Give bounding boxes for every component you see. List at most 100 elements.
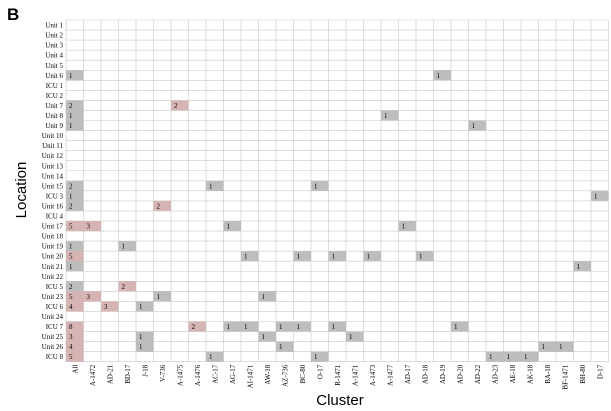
heatmap-cell [136,341,154,352]
heatmap-cell [66,331,84,342]
heatmap-cell [538,341,556,352]
cell-value-label: 1 [262,293,266,301]
heatmap-cell [346,331,364,342]
cell-value-label: 2 [69,182,73,190]
cell-value-label: 1 [262,333,266,341]
cell-value-label: 1 [384,112,388,120]
cell-value-label: 1 [524,353,528,361]
heatmap-cell [293,251,311,262]
heatmap-cell [136,331,154,342]
row-label: ICU 6 [46,303,64,311]
cell-value-label: 8 [69,323,73,331]
row-label: Unit 14 [42,172,64,180]
heatmap-cell [276,321,294,332]
heatmap-cell [328,251,346,262]
row-labels: Unit 1 Unit 2 Unit 3 Unit 4 Unit 5 Unit 6 ICU … [42,22,64,362]
cell-value-label: 1 [454,323,458,331]
cell-value-label: 2 [157,202,161,210]
row-label: Unit 1 [45,22,63,30]
row-label: Unit 3 [45,42,63,50]
column-label: O-17 [316,364,324,379]
column-label: A-1476 [194,364,202,386]
heatmap-cell [258,291,276,302]
cell-value-label: 1 [437,72,441,80]
cell-value-label: 3 [104,303,108,311]
cell-value-label: 1 [69,122,73,130]
cell-value-label: 1 [314,353,318,361]
row-label: Unit 12 [42,152,64,160]
heatmap-cell [66,180,84,191]
row-label: ICU 8 [46,353,64,361]
heatmap-cell [276,341,294,352]
column-label: BC-80 [299,364,307,383]
row-label: ICU 5 [46,283,64,291]
column-label: AD-22 [474,364,482,384]
heatmap-cell [573,261,591,272]
heatmap-cell [171,100,189,111]
row-label: Unit 22 [42,273,64,281]
cell-value-label: 5 [69,293,73,301]
heatmap-cell [433,70,451,81]
column-label: A-1472 [89,364,97,386]
column-label: A-1477 [386,364,394,386]
column-label: BA-18 [544,364,552,384]
heatmap-cell [83,291,101,302]
heatmap-cell [188,321,206,332]
cell-value-label: 1 [69,72,73,80]
cell-value-label: 2 [69,283,73,291]
heatmap-cell [363,251,381,262]
cell-value-label: 1 [489,353,493,361]
cell-value-label: 1 [157,293,161,301]
column-label: AD-19 [439,364,447,384]
column-label: AD-20 [456,364,464,384]
cell-value-label: 1 [122,243,126,251]
cell-value-label: 4 [69,303,73,311]
heatmap-cell [153,291,171,302]
row-label: Unit 13 [42,162,64,170]
heatmap-cell [206,351,224,362]
row-label: Unit 23 [42,293,64,301]
cell-value-label: 1 [332,253,336,261]
cell-value-label: 1 [297,253,301,261]
column-label: BH-80 [579,364,587,384]
y-axis-title: Location [13,162,30,219]
heatmap-cell [66,100,84,111]
row-label: Unit 11 [42,142,63,150]
heatmap-cell [223,321,241,332]
heatmap-cell [398,221,416,232]
column-label: A-1471 [351,364,359,386]
cell-value-label: 4 [69,343,73,351]
row-label: Unit 18 [42,233,64,241]
heatmap-cell [591,190,609,201]
column-label: AK-18 [526,364,534,384]
cell-value-label: 2 [192,323,196,331]
column-label: AZ-736 [281,364,289,387]
heatmap-cell [66,321,84,332]
x-axis-title: Cluster [316,392,364,409]
column-label: BD-17 [124,364,132,384]
heatmap-cell [486,351,504,362]
cell-value-label: 2 [69,102,73,110]
column-label: BF-1471 [561,364,569,389]
row-label: ICU 3 [46,192,64,200]
row-label: ICU 4 [46,213,64,221]
cell-value-label: 1 [209,182,213,190]
heatmap-cell [66,351,84,362]
column-labels: All A-1472 AD-21 BD-17 J-18 V-736 A-1475 A-1476… [71,364,604,389]
row-label: Unit 19 [42,243,64,251]
cell-value-label: 1 [472,122,476,130]
column-label: J-18 [141,364,149,377]
cell-value-label: 2 [69,202,73,210]
cell-value-label: 1 [244,253,248,261]
cell-value-label: 1 [139,303,143,311]
cell-value-label: 1 [559,343,563,351]
cell-value-label: 2 [174,102,178,110]
row-label: Unit 4 [45,52,63,60]
heatmap-cell [241,251,259,262]
heatmap-cell [381,110,399,121]
heatmap-cell [258,331,276,342]
heatmap-cell [66,301,84,312]
heatmap-cell [66,120,84,131]
row-label: ICU 1 [46,82,64,90]
